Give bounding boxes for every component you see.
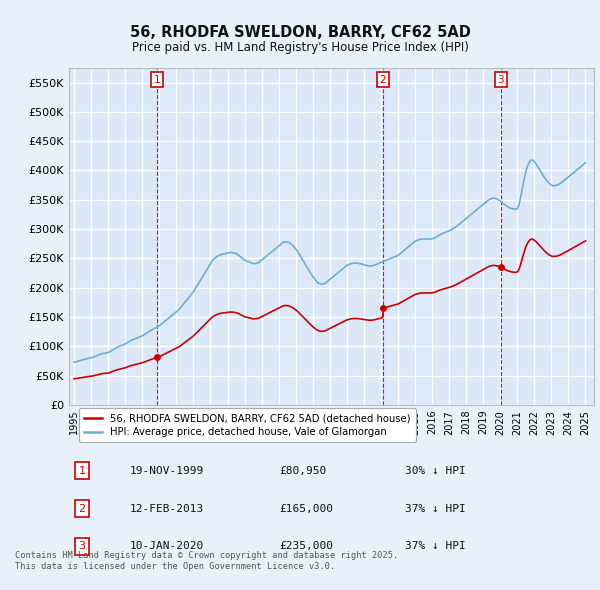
Text: 56, RHODFA SWELDON, BARRY, CF62 5AD: 56, RHODFA SWELDON, BARRY, CF62 5AD (130, 25, 470, 40)
Legend: 56, RHODFA SWELDON, BARRY, CF62 5AD (detached house), HPI: Average price, detach: 56, RHODFA SWELDON, BARRY, CF62 5AD (det… (79, 408, 416, 442)
Text: 3: 3 (497, 75, 504, 84)
Text: 3: 3 (79, 542, 86, 551)
Text: 37% ↓ HPI: 37% ↓ HPI (405, 503, 466, 513)
Text: 12-FEB-2013: 12-FEB-2013 (130, 503, 203, 513)
Text: £235,000: £235,000 (279, 542, 333, 551)
Text: 1: 1 (154, 75, 161, 84)
Text: 30% ↓ HPI: 30% ↓ HPI (405, 466, 466, 476)
Text: 1: 1 (79, 466, 86, 476)
Text: 2: 2 (79, 503, 86, 513)
Text: Contains HM Land Registry data © Crown copyright and database right 2025.
This d: Contains HM Land Registry data © Crown c… (15, 551, 398, 571)
Text: Price paid vs. HM Land Registry's House Price Index (HPI): Price paid vs. HM Land Registry's House … (131, 41, 469, 54)
Text: £80,950: £80,950 (279, 466, 326, 476)
Text: 2: 2 (380, 75, 386, 84)
Text: 19-NOV-1999: 19-NOV-1999 (130, 466, 203, 476)
Text: £165,000: £165,000 (279, 503, 333, 513)
Text: 10-JAN-2020: 10-JAN-2020 (130, 542, 203, 551)
Text: 37% ↓ HPI: 37% ↓ HPI (405, 542, 466, 551)
